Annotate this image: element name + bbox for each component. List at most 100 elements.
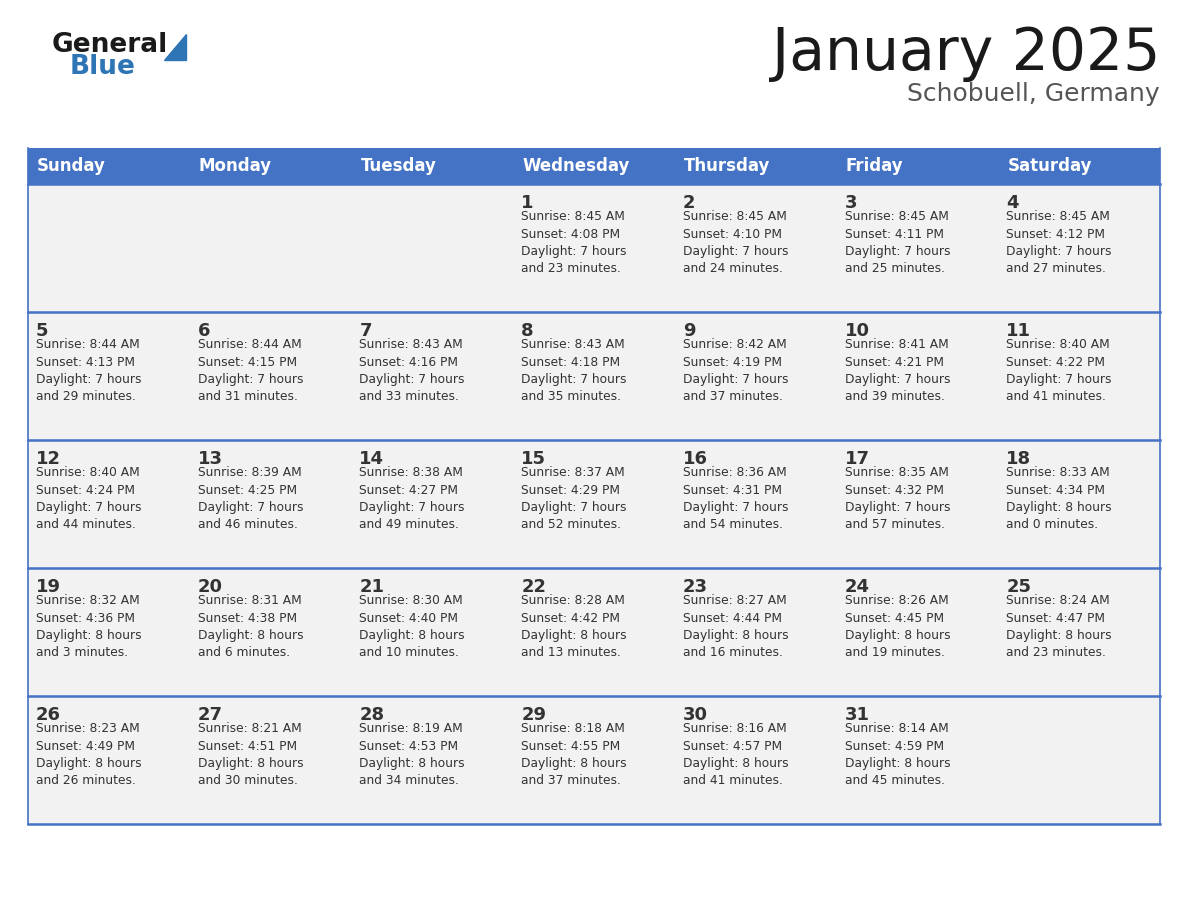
Text: Sunrise: 8:19 AM
Sunset: 4:53 PM
Daylight: 8 hours
and 34 minutes.: Sunrise: 8:19 AM Sunset: 4:53 PM Dayligh… xyxy=(360,722,465,788)
Text: Sunrise: 8:38 AM
Sunset: 4:27 PM
Daylight: 7 hours
and 49 minutes.: Sunrise: 8:38 AM Sunset: 4:27 PM Dayligh… xyxy=(360,466,465,532)
Text: 10: 10 xyxy=(845,322,870,340)
Text: January 2025: January 2025 xyxy=(772,25,1159,82)
Text: Sunrise: 8:45 AM
Sunset: 4:11 PM
Daylight: 7 hours
and 25 minutes.: Sunrise: 8:45 AM Sunset: 4:11 PM Dayligh… xyxy=(845,210,950,275)
Text: 15: 15 xyxy=(522,450,546,468)
Bar xyxy=(352,312,513,440)
Text: Sunrise: 8:28 AM
Sunset: 4:42 PM
Daylight: 8 hours
and 13 minutes.: Sunrise: 8:28 AM Sunset: 4:42 PM Dayligh… xyxy=(522,594,627,659)
Text: 18: 18 xyxy=(1006,450,1031,468)
Text: Sunrise: 8:14 AM
Sunset: 4:59 PM
Daylight: 8 hours
and 45 minutes.: Sunrise: 8:14 AM Sunset: 4:59 PM Dayligh… xyxy=(845,722,950,788)
Bar xyxy=(190,568,352,696)
Text: Sunrise: 8:32 AM
Sunset: 4:36 PM
Daylight: 8 hours
and 3 minutes.: Sunrise: 8:32 AM Sunset: 4:36 PM Dayligh… xyxy=(36,594,141,659)
Text: Saturday: Saturday xyxy=(1007,157,1092,175)
Text: Friday: Friday xyxy=(846,157,903,175)
Text: Sunrise: 8:24 AM
Sunset: 4:47 PM
Daylight: 8 hours
and 23 minutes.: Sunrise: 8:24 AM Sunset: 4:47 PM Dayligh… xyxy=(1006,594,1112,659)
Bar xyxy=(190,696,352,824)
Text: 1: 1 xyxy=(522,194,533,212)
Text: 29: 29 xyxy=(522,706,546,724)
Text: Sunrise: 8:41 AM
Sunset: 4:21 PM
Daylight: 7 hours
and 39 minutes.: Sunrise: 8:41 AM Sunset: 4:21 PM Dayligh… xyxy=(845,338,950,404)
Bar xyxy=(998,312,1159,440)
Text: Thursday: Thursday xyxy=(684,157,770,175)
Text: 14: 14 xyxy=(360,450,385,468)
Text: 23: 23 xyxy=(683,578,708,596)
Text: Sunrise: 8:45 AM
Sunset: 4:12 PM
Daylight: 7 hours
and 27 minutes.: Sunrise: 8:45 AM Sunset: 4:12 PM Dayligh… xyxy=(1006,210,1112,275)
Bar xyxy=(998,568,1159,696)
Text: 31: 31 xyxy=(845,706,870,724)
Text: Sunrise: 8:40 AM
Sunset: 4:22 PM
Daylight: 7 hours
and 41 minutes.: Sunrise: 8:40 AM Sunset: 4:22 PM Dayligh… xyxy=(1006,338,1112,404)
Bar xyxy=(190,312,352,440)
Bar xyxy=(675,440,836,568)
Text: Sunrise: 8:23 AM
Sunset: 4:49 PM
Daylight: 8 hours
and 26 minutes.: Sunrise: 8:23 AM Sunset: 4:49 PM Dayligh… xyxy=(36,722,141,788)
Bar xyxy=(675,568,836,696)
Text: Sunrise: 8:44 AM
Sunset: 4:13 PM
Daylight: 7 hours
and 29 minutes.: Sunrise: 8:44 AM Sunset: 4:13 PM Dayligh… xyxy=(36,338,141,404)
Text: Sunday: Sunday xyxy=(37,157,106,175)
Bar xyxy=(352,568,513,696)
Text: 4: 4 xyxy=(1006,194,1019,212)
Text: Monday: Monday xyxy=(198,157,272,175)
Text: Blue: Blue xyxy=(70,54,135,80)
Bar xyxy=(513,148,675,184)
Bar xyxy=(190,148,352,184)
Text: Sunrise: 8:45 AM
Sunset: 4:08 PM
Daylight: 7 hours
and 23 minutes.: Sunrise: 8:45 AM Sunset: 4:08 PM Dayligh… xyxy=(522,210,626,275)
Text: 27: 27 xyxy=(197,706,222,724)
Text: Sunrise: 8:31 AM
Sunset: 4:38 PM
Daylight: 8 hours
and 6 minutes.: Sunrise: 8:31 AM Sunset: 4:38 PM Dayligh… xyxy=(197,594,303,659)
Bar xyxy=(836,184,998,312)
Bar xyxy=(29,148,190,184)
Bar xyxy=(675,184,836,312)
Bar xyxy=(190,184,352,312)
Text: Sunrise: 8:45 AM
Sunset: 4:10 PM
Daylight: 7 hours
and 24 minutes.: Sunrise: 8:45 AM Sunset: 4:10 PM Dayligh… xyxy=(683,210,789,275)
Text: Sunrise: 8:16 AM
Sunset: 4:57 PM
Daylight: 8 hours
and 41 minutes.: Sunrise: 8:16 AM Sunset: 4:57 PM Dayligh… xyxy=(683,722,789,788)
Text: Sunrise: 8:35 AM
Sunset: 4:32 PM
Daylight: 7 hours
and 57 minutes.: Sunrise: 8:35 AM Sunset: 4:32 PM Dayligh… xyxy=(845,466,950,532)
Bar xyxy=(352,184,513,312)
Bar xyxy=(29,568,190,696)
Bar xyxy=(513,440,675,568)
Text: 3: 3 xyxy=(845,194,857,212)
Text: Sunrise: 8:26 AM
Sunset: 4:45 PM
Daylight: 8 hours
and 19 minutes.: Sunrise: 8:26 AM Sunset: 4:45 PM Dayligh… xyxy=(845,594,950,659)
Text: 5: 5 xyxy=(36,322,49,340)
Text: Sunrise: 8:43 AM
Sunset: 4:18 PM
Daylight: 7 hours
and 35 minutes.: Sunrise: 8:43 AM Sunset: 4:18 PM Dayligh… xyxy=(522,338,626,404)
Text: 9: 9 xyxy=(683,322,695,340)
Text: Sunrise: 8:33 AM
Sunset: 4:34 PM
Daylight: 8 hours
and 0 minutes.: Sunrise: 8:33 AM Sunset: 4:34 PM Dayligh… xyxy=(1006,466,1112,532)
Bar xyxy=(29,312,190,440)
Bar xyxy=(836,568,998,696)
Text: 19: 19 xyxy=(36,578,61,596)
Text: 22: 22 xyxy=(522,578,546,596)
Bar xyxy=(29,184,190,312)
Text: Sunrise: 8:30 AM
Sunset: 4:40 PM
Daylight: 8 hours
and 10 minutes.: Sunrise: 8:30 AM Sunset: 4:40 PM Dayligh… xyxy=(360,594,465,659)
Text: Sunrise: 8:43 AM
Sunset: 4:16 PM
Daylight: 7 hours
and 33 minutes.: Sunrise: 8:43 AM Sunset: 4:16 PM Dayligh… xyxy=(360,338,465,404)
Bar xyxy=(352,440,513,568)
Text: 11: 11 xyxy=(1006,322,1031,340)
Text: 20: 20 xyxy=(197,578,222,596)
Polygon shape xyxy=(164,34,187,60)
Text: 16: 16 xyxy=(683,450,708,468)
Bar xyxy=(836,312,998,440)
Text: Sunrise: 8:42 AM
Sunset: 4:19 PM
Daylight: 7 hours
and 37 minutes.: Sunrise: 8:42 AM Sunset: 4:19 PM Dayligh… xyxy=(683,338,789,404)
Bar xyxy=(675,312,836,440)
Text: Sunrise: 8:37 AM
Sunset: 4:29 PM
Daylight: 7 hours
and 52 minutes.: Sunrise: 8:37 AM Sunset: 4:29 PM Dayligh… xyxy=(522,466,626,532)
Bar xyxy=(998,440,1159,568)
Text: Sunrise: 8:39 AM
Sunset: 4:25 PM
Daylight: 7 hours
and 46 minutes.: Sunrise: 8:39 AM Sunset: 4:25 PM Dayligh… xyxy=(197,466,303,532)
Text: 13: 13 xyxy=(197,450,222,468)
Text: 7: 7 xyxy=(360,322,372,340)
Bar xyxy=(513,696,675,824)
Text: Sunrise: 8:44 AM
Sunset: 4:15 PM
Daylight: 7 hours
and 31 minutes.: Sunrise: 8:44 AM Sunset: 4:15 PM Dayligh… xyxy=(197,338,303,404)
Bar xyxy=(998,148,1159,184)
Bar xyxy=(998,696,1159,824)
Text: Sunrise: 8:36 AM
Sunset: 4:31 PM
Daylight: 7 hours
and 54 minutes.: Sunrise: 8:36 AM Sunset: 4:31 PM Dayligh… xyxy=(683,466,789,532)
Text: 25: 25 xyxy=(1006,578,1031,596)
Text: 30: 30 xyxy=(683,706,708,724)
Text: 26: 26 xyxy=(36,706,61,724)
Text: Sunrise: 8:21 AM
Sunset: 4:51 PM
Daylight: 8 hours
and 30 minutes.: Sunrise: 8:21 AM Sunset: 4:51 PM Dayligh… xyxy=(197,722,303,788)
Text: General: General xyxy=(52,32,169,58)
Bar xyxy=(513,568,675,696)
Bar xyxy=(836,696,998,824)
Bar xyxy=(675,696,836,824)
Text: 6: 6 xyxy=(197,322,210,340)
Bar xyxy=(513,312,675,440)
Text: Sunrise: 8:27 AM
Sunset: 4:44 PM
Daylight: 8 hours
and 16 minutes.: Sunrise: 8:27 AM Sunset: 4:44 PM Dayligh… xyxy=(683,594,789,659)
Text: 28: 28 xyxy=(360,706,385,724)
Text: 8: 8 xyxy=(522,322,533,340)
Text: 12: 12 xyxy=(36,450,61,468)
Text: Sunrise: 8:40 AM
Sunset: 4:24 PM
Daylight: 7 hours
and 44 minutes.: Sunrise: 8:40 AM Sunset: 4:24 PM Dayligh… xyxy=(36,466,141,532)
Text: 24: 24 xyxy=(845,578,870,596)
Bar xyxy=(29,696,190,824)
